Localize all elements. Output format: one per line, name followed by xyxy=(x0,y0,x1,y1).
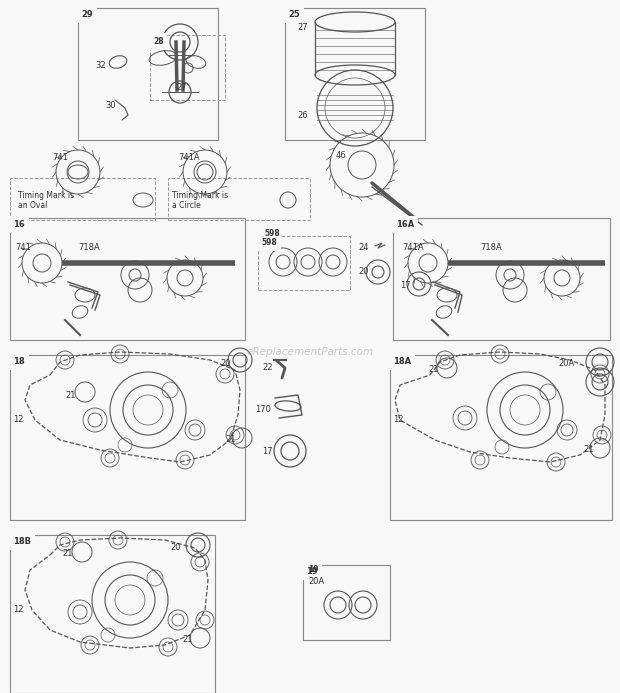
Bar xyxy=(10,355,245,520)
Bar xyxy=(78,8,218,140)
Text: 27: 27 xyxy=(176,83,187,92)
Text: 20: 20 xyxy=(220,358,231,367)
Text: 18B: 18B xyxy=(13,537,31,546)
Text: a Circle: a Circle xyxy=(172,200,201,209)
Text: 22: 22 xyxy=(262,364,273,373)
Text: 16: 16 xyxy=(13,220,25,229)
Text: 25: 25 xyxy=(288,10,299,19)
Text: 21: 21 xyxy=(65,390,76,399)
Text: 19: 19 xyxy=(308,565,319,574)
Text: 21: 21 xyxy=(428,365,438,374)
Text: 18A: 18A xyxy=(393,357,411,366)
Text: 18: 18 xyxy=(13,357,25,366)
Bar xyxy=(258,236,350,290)
Bar xyxy=(10,218,245,340)
Text: 16A: 16A xyxy=(396,220,414,229)
Text: 29: 29 xyxy=(81,10,92,19)
Bar xyxy=(285,8,425,140)
Text: 30: 30 xyxy=(105,100,115,109)
Text: 741: 741 xyxy=(15,243,31,252)
Bar xyxy=(390,355,612,520)
Bar xyxy=(168,178,310,220)
Text: 20A: 20A xyxy=(308,577,324,586)
Text: 20: 20 xyxy=(358,267,368,277)
Text: 12: 12 xyxy=(13,606,24,615)
Text: 12: 12 xyxy=(393,416,404,425)
Text: 21: 21 xyxy=(225,435,236,444)
Text: 21: 21 xyxy=(583,446,593,455)
Text: Timing Mark is: Timing Mark is xyxy=(172,191,228,200)
Bar xyxy=(393,218,610,340)
Text: 32: 32 xyxy=(95,60,105,69)
Bar xyxy=(10,535,215,693)
Text: Timing Mark is: Timing Mark is xyxy=(18,191,74,200)
Text: 20: 20 xyxy=(170,543,180,552)
Text: 19: 19 xyxy=(306,567,317,576)
Text: 24: 24 xyxy=(358,243,368,252)
Text: 598: 598 xyxy=(261,238,277,247)
Text: 718A: 718A xyxy=(78,243,100,252)
Text: 741: 741 xyxy=(52,152,68,161)
Text: 27: 27 xyxy=(297,24,308,33)
Bar xyxy=(303,565,390,640)
Text: 718A: 718A xyxy=(480,243,502,252)
Bar xyxy=(150,35,225,100)
Text: 21: 21 xyxy=(182,635,192,644)
Text: 170: 170 xyxy=(255,405,271,414)
Text: 21: 21 xyxy=(62,548,73,557)
Text: 17: 17 xyxy=(400,281,410,290)
Text: 46: 46 xyxy=(336,150,347,159)
Text: 26: 26 xyxy=(297,110,308,119)
Bar xyxy=(10,178,155,220)
Text: 598: 598 xyxy=(264,229,280,238)
Text: 20A: 20A xyxy=(558,358,574,367)
Text: 12: 12 xyxy=(13,416,24,425)
Text: an Oval: an Oval xyxy=(18,200,47,209)
Text: 17: 17 xyxy=(262,448,273,457)
Text: 741A: 741A xyxy=(402,243,423,252)
Text: eReplacementParts.com: eReplacementParts.com xyxy=(246,347,374,357)
Text: 28: 28 xyxy=(153,37,164,46)
Text: 741A: 741A xyxy=(178,152,200,161)
